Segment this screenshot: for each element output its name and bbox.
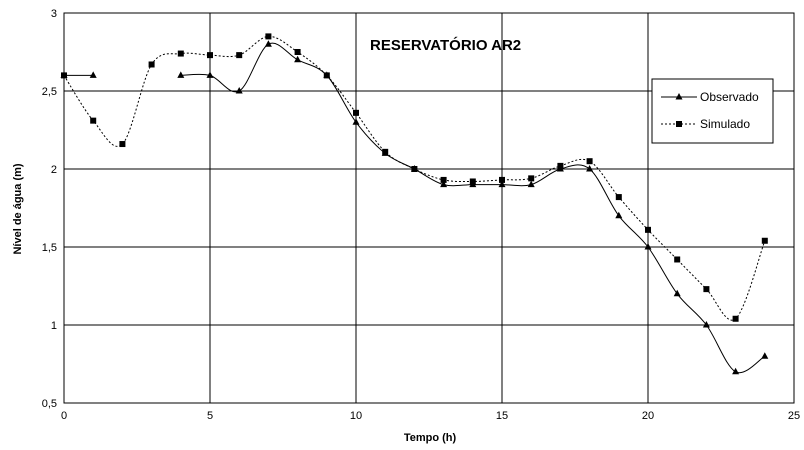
observado-point bbox=[235, 87, 243, 94]
observado-point bbox=[644, 243, 652, 250]
legend-marker-simulado bbox=[676, 121, 682, 127]
simulado-point bbox=[353, 109, 359, 116]
simulado-point bbox=[265, 33, 272, 40]
x-tick-label: 5 bbox=[207, 410, 213, 422]
observado-point bbox=[761, 352, 769, 359]
simulado-point bbox=[645, 226, 651, 233]
observado-point bbox=[206, 71, 214, 78]
simulado-point bbox=[469, 178, 476, 185]
grid bbox=[63, 12, 795, 404]
series-layer bbox=[60, 33, 769, 375]
simulado-point bbox=[499, 176, 505, 183]
axes: 0 5 10 15 20 25 0,5 1 1,5 2 2,5 3 bbox=[42, 8, 800, 422]
simulado-point bbox=[294, 49, 301, 55]
observado-point bbox=[89, 71, 97, 78]
observado-point bbox=[498, 180, 506, 188]
observado-point bbox=[352, 118, 360, 125]
simulado-point bbox=[382, 148, 389, 155]
x-tick-label: 20 bbox=[642, 410, 654, 422]
plot-border bbox=[63, 12, 795, 404]
y-axis-title: Nível de água (m) bbox=[12, 163, 24, 254]
simulado-point bbox=[90, 117, 97, 124]
y-tick-label: 0,5 bbox=[42, 398, 57, 410]
observado-point bbox=[177, 71, 185, 78]
observado-point bbox=[440, 180, 448, 188]
x-tick-label: 25 bbox=[788, 410, 800, 422]
legend-label-observado: Observado bbox=[700, 90, 759, 104]
legend-label-simulado: Simulado bbox=[700, 117, 750, 131]
y-tick-label: 2,5 bbox=[42, 86, 57, 98]
simulado-point bbox=[61, 72, 67, 79]
simulado-point bbox=[411, 166, 418, 172]
x-tick-label: 10 bbox=[350, 410, 362, 422]
simulado-point bbox=[528, 175, 535, 182]
observado-point bbox=[264, 40, 272, 47]
simulado-point bbox=[732, 315, 739, 322]
observado-point bbox=[702, 321, 710, 328]
observado-point bbox=[527, 180, 535, 188]
y-tick-label: 1 bbox=[51, 320, 57, 332]
observado-point bbox=[586, 165, 594, 172]
simulado-point bbox=[236, 52, 243, 59]
legend: Observado Simulado bbox=[651, 78, 774, 144]
x-axis-title: Tempo (h) bbox=[404, 432, 457, 444]
simulado-point bbox=[323, 72, 330, 79]
observado-point bbox=[732, 367, 740, 375]
simulado-point bbox=[177, 50, 184, 57]
observado-point bbox=[294, 55, 302, 63]
simulado-point bbox=[148, 61, 155, 68]
y-tick-label: 1,5 bbox=[42, 242, 57, 254]
simulado-point bbox=[761, 237, 768, 244]
simulado-point bbox=[615, 194, 622, 201]
legend-marker-observado bbox=[675, 93, 683, 100]
observado-point bbox=[673, 289, 681, 297]
simulado-point bbox=[586, 158, 593, 165]
series-simulado bbox=[61, 33, 768, 322]
simulado-point bbox=[207, 52, 213, 59]
x-tick-label: 0 bbox=[61, 410, 67, 422]
x-tick-label: 15 bbox=[496, 410, 508, 422]
simulado-point bbox=[557, 162, 564, 169]
simulado-point bbox=[674, 256, 681, 263]
observado-point bbox=[615, 211, 623, 219]
y-tick-label: 3 bbox=[51, 8, 57, 20]
simulado-point bbox=[119, 141, 126, 148]
simulado-point bbox=[703, 286, 710, 293]
y-tick-label: 2 bbox=[51, 164, 57, 176]
chart-title: RESERVATÓRIO AR2 bbox=[370, 36, 521, 54]
legend-box bbox=[651, 78, 774, 144]
simulado-point bbox=[440, 176, 447, 183]
